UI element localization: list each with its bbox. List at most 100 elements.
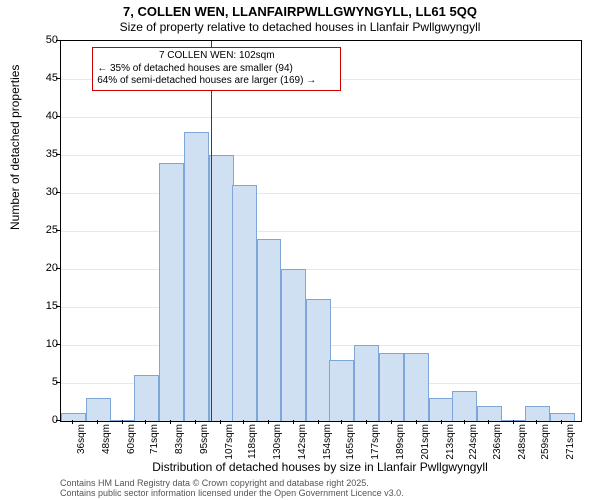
annotation-box: 7 COLLEN WEN: 102sqm← 35% of detached ho…	[92, 47, 341, 91]
x-tick-mark	[416, 420, 417, 424]
histogram-bar	[281, 269, 306, 421]
annotation-line: 64% of semi-detached houses are larger (…	[97, 75, 336, 88]
histogram-bar	[257, 239, 282, 421]
histogram-bar	[525, 406, 550, 421]
x-tick-label: 271sqm	[565, 424, 576, 464]
y-tick-mark	[56, 268, 60, 269]
y-tick-mark	[56, 116, 60, 117]
footer-attribution-2: Contains public sector information licen…	[60, 488, 580, 498]
y-tick-label: 50	[28, 34, 58, 46]
histogram-bar	[404, 353, 429, 421]
x-tick-mark	[341, 420, 342, 424]
histogram-bar	[61, 413, 86, 421]
chart-title-line1: 7, COLLEN WEN, LLANFAIRPWLLGWYNGYLL, LL6…	[0, 4, 600, 19]
y-tick-label: 35	[28, 148, 58, 160]
x-tick-mark	[195, 420, 196, 424]
x-tick-label: 48sqm	[101, 424, 112, 464]
histogram-bar	[379, 353, 404, 421]
histogram-bar	[232, 185, 257, 421]
annotation-line: ← 35% of detached houses are smaller (94…	[97, 63, 336, 76]
histogram-bar	[354, 345, 379, 421]
y-tick-label: 40	[28, 110, 58, 122]
x-tick-mark	[536, 420, 537, 424]
y-tick-mark	[56, 192, 60, 193]
histogram-bar	[306, 299, 331, 421]
y-tick-label: 45	[28, 72, 58, 84]
x-tick-label: 95sqm	[199, 424, 210, 464]
x-tick-label: 259sqm	[540, 424, 551, 464]
x-tick-mark	[72, 420, 73, 424]
x-tick-mark	[122, 420, 123, 424]
y-tick-mark	[56, 420, 60, 421]
x-tick-label: 177sqm	[370, 424, 381, 464]
x-tick-label: 248sqm	[517, 424, 528, 464]
x-tick-mark	[145, 420, 146, 424]
grid-line	[61, 117, 581, 118]
x-tick-label: 130sqm	[272, 424, 283, 464]
x-axis-label: Distribution of detached houses by size …	[60, 460, 580, 474]
x-tick-label: 71sqm	[149, 424, 160, 464]
histogram-bar	[550, 413, 575, 421]
x-tick-label: 213sqm	[445, 424, 456, 464]
y-tick-mark	[56, 230, 60, 231]
x-tick-label: 60sqm	[126, 424, 137, 464]
footer-attribution-1: Contains HM Land Registry data © Crown c…	[60, 478, 580, 488]
x-tick-label: 36sqm	[76, 424, 87, 464]
x-tick-mark	[243, 420, 244, 424]
y-axis-label: Number of detached properties	[8, 65, 22, 230]
y-tick-label: 15	[28, 300, 58, 312]
x-tick-mark	[513, 420, 514, 424]
x-tick-mark	[488, 420, 489, 424]
histogram-bar	[452, 391, 477, 421]
y-tick-mark	[56, 306, 60, 307]
x-tick-mark	[97, 420, 98, 424]
histogram-bar	[86, 398, 111, 421]
x-tick-mark	[561, 420, 562, 424]
plot-area: 7 COLLEN WEN: 102sqm← 35% of detached ho…	[60, 40, 582, 422]
y-tick-label: 20	[28, 262, 58, 274]
histogram-bar	[159, 163, 184, 421]
histogram-bar	[184, 132, 209, 421]
x-tick-label: 165sqm	[345, 424, 356, 464]
histogram-bar	[209, 155, 234, 421]
x-tick-mark	[366, 420, 367, 424]
y-tick-mark	[56, 78, 60, 79]
x-tick-label: 201sqm	[420, 424, 431, 464]
x-tick-label: 236sqm	[492, 424, 503, 464]
x-tick-label: 83sqm	[174, 424, 185, 464]
y-tick-label: 25	[28, 224, 58, 236]
y-tick-mark	[56, 382, 60, 383]
x-tick-mark	[220, 420, 221, 424]
x-tick-label: 224sqm	[468, 424, 479, 464]
x-tick-label: 107sqm	[224, 424, 235, 464]
x-tick-mark	[441, 420, 442, 424]
x-tick-label: 154sqm	[322, 424, 333, 464]
histogram-bar	[329, 360, 354, 421]
y-tick-label: 30	[28, 186, 58, 198]
y-tick-label: 0	[28, 414, 58, 426]
y-tick-mark	[56, 40, 60, 41]
grid-line	[61, 193, 581, 194]
histogram-bar	[429, 398, 454, 421]
x-tick-mark	[170, 420, 171, 424]
annotation-line: 7 COLLEN WEN: 102sqm	[97, 50, 336, 63]
x-tick-mark	[268, 420, 269, 424]
x-tick-label: 142sqm	[297, 424, 308, 464]
chart-container: 7, COLLEN WEN, LLANFAIRPWLLGWYNGYLL, LL6…	[0, 0, 600, 500]
x-tick-label: 189sqm	[395, 424, 406, 464]
y-tick-mark	[56, 344, 60, 345]
chart-title-line2: Size of property relative to detached ho…	[0, 20, 600, 34]
grid-line	[61, 155, 581, 156]
histogram-bar	[134, 375, 159, 421]
histogram-bar	[477, 406, 502, 421]
grid-line	[61, 269, 581, 270]
x-tick-mark	[318, 420, 319, 424]
y-tick-label: 10	[28, 338, 58, 350]
x-tick-mark	[391, 420, 392, 424]
x-tick-label: 118sqm	[247, 424, 258, 464]
y-tick-mark	[56, 154, 60, 155]
x-tick-mark	[464, 420, 465, 424]
y-tick-label: 5	[28, 376, 58, 388]
grid-line	[61, 231, 581, 232]
reference-marker-line	[211, 41, 212, 421]
